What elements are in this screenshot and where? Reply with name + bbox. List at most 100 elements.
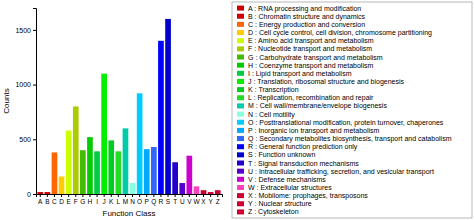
tick-label: P [145, 198, 149, 205]
legend-swatch [237, 55, 244, 60]
legend-swatch [237, 201, 244, 206]
y-axis: 050010001500 [15, 9, 36, 198]
legend-swatch [237, 185, 244, 190]
tick: T [173, 194, 177, 205]
tick-mark [217, 194, 218, 197]
tick-label: H [88, 198, 93, 205]
legend-label: X : Mobilome: prophages, transposons [248, 192, 368, 200]
chart: ABCDEFGHIJKLMNOPQRSTUVWXYZ050010001500Fu… [0, 0, 474, 220]
tick-mark [203, 194, 204, 197]
tick: K [109, 194, 114, 205]
tick: M [123, 194, 128, 205]
bar [59, 176, 65, 194]
bar [194, 186, 200, 194]
legend-item: E : Amino acid transport and metabolism [237, 37, 374, 45]
legend-swatch [237, 193, 244, 198]
legend-item: G : Carbohydrate transport and metabolis… [237, 54, 383, 62]
legend-label: P : Inorganic ion transport and metaboli… [248, 127, 380, 135]
legend-item: H : Coenzyme transport and metabolism [237, 62, 373, 70]
legend-item: D : Cell cycle control, cell division, c… [237, 29, 432, 37]
bar [94, 151, 100, 194]
legend-label: V : Defense mechanisms [248, 176, 326, 183]
bar [101, 74, 107, 194]
legend-label: M : Cell wall/membrane/envelope biogenes… [248, 102, 387, 110]
legend-label: E : Amino acid transport and metabolism [248, 37, 374, 45]
tick-mark [47, 194, 48, 197]
legend-label: Z : Cytoskeleton [248, 208, 299, 216]
legend-label: R : General function prediction only [248, 143, 358, 151]
tick-mark [146, 194, 147, 197]
tick-mark [196, 194, 197, 197]
tick: Q [151, 194, 156, 206]
tick-mark [139, 194, 140, 197]
tick-mark [153, 194, 154, 197]
tick-label: 0 [27, 191, 31, 198]
bar [215, 190, 221, 194]
tick: Y [208, 194, 213, 205]
tick-mark [182, 194, 183, 197]
legend-label: K : Transcription [248, 86, 299, 94]
tick-label: Q [151, 198, 156, 206]
legend-item: Y : Nuclear structure [237, 200, 312, 207]
tick-mark [111, 194, 112, 197]
legend-swatch [237, 144, 244, 149]
legend-swatch [237, 14, 244, 19]
tick-label: W [193, 198, 200, 205]
tick: X [201, 194, 206, 205]
tick-mark [168, 194, 169, 197]
tick-mark [89, 194, 90, 197]
legend-swatch [237, 63, 244, 68]
legend-label: B : Chromatin structure and dynamics [248, 13, 366, 21]
legend-label: Q : Secondary metabolites biosynthesis, … [248, 135, 452, 143]
legend-label: T : Signal transduction mechanisms [248, 160, 359, 168]
bar [108, 140, 114, 194]
legend-item: F : Nucleotide transport and metabolism [237, 45, 372, 53]
tick: U [180, 194, 185, 205]
legend-label: A : RNA processing and modification [248, 5, 361, 13]
bars [37, 19, 220, 194]
x-axis: ABCDEFGHIJKLMNOPQRSTUVWXYZ [37, 194, 223, 206]
tick-label: J [103, 198, 106, 205]
tick-label: R [159, 198, 164, 205]
tick: G [80, 194, 85, 205]
legend-swatch [237, 6, 244, 11]
tick-label: L [117, 198, 121, 205]
tick-label: G [80, 198, 85, 205]
tick-label: N [130, 198, 135, 205]
legend-label: F : Nucleotide transport and metabolism [248, 45, 372, 53]
tick-label: C [52, 198, 57, 205]
tick: L [117, 194, 121, 205]
bar [45, 192, 51, 194]
tick-mark [189, 194, 190, 197]
legend-label: I : Lipid transport and metabolism [248, 70, 352, 78]
legend-label: D : Cell cycle control, cell division, c… [248, 29, 432, 37]
legend-swatch [237, 87, 244, 92]
legend-label: U : Intracellular trafficking, secretion… [248, 168, 434, 176]
legend-label: H : Coenzyme transport and metabolism [248, 62, 373, 70]
legend-swatch [237, 152, 244, 157]
tick: 500 [19, 136, 36, 143]
bar [130, 183, 136, 194]
legend-item: W : Extracellular structures [237, 184, 332, 191]
tick-label: B [45, 198, 49, 205]
bar [123, 128, 129, 194]
legend-swatch [237, 161, 244, 166]
bar [208, 192, 214, 194]
tick: J [103, 194, 106, 205]
legend-swatch [237, 79, 244, 84]
tick-label: S [166, 198, 171, 205]
tick-label: F [74, 198, 78, 205]
tick-label: U [180, 198, 185, 205]
legend-label: S : Function unknown [248, 151, 315, 158]
bar [201, 190, 207, 194]
axis-line [33, 9, 37, 195]
bar [165, 19, 171, 194]
legend-label: W : Extracellular structures [248, 184, 332, 191]
legend-swatch [237, 22, 244, 27]
bar [187, 156, 193, 194]
tick-mark [210, 194, 211, 197]
legend-swatch [237, 177, 244, 182]
tick-label: V [187, 198, 192, 205]
tick: C [52, 194, 57, 205]
tick-mark [40, 194, 41, 197]
